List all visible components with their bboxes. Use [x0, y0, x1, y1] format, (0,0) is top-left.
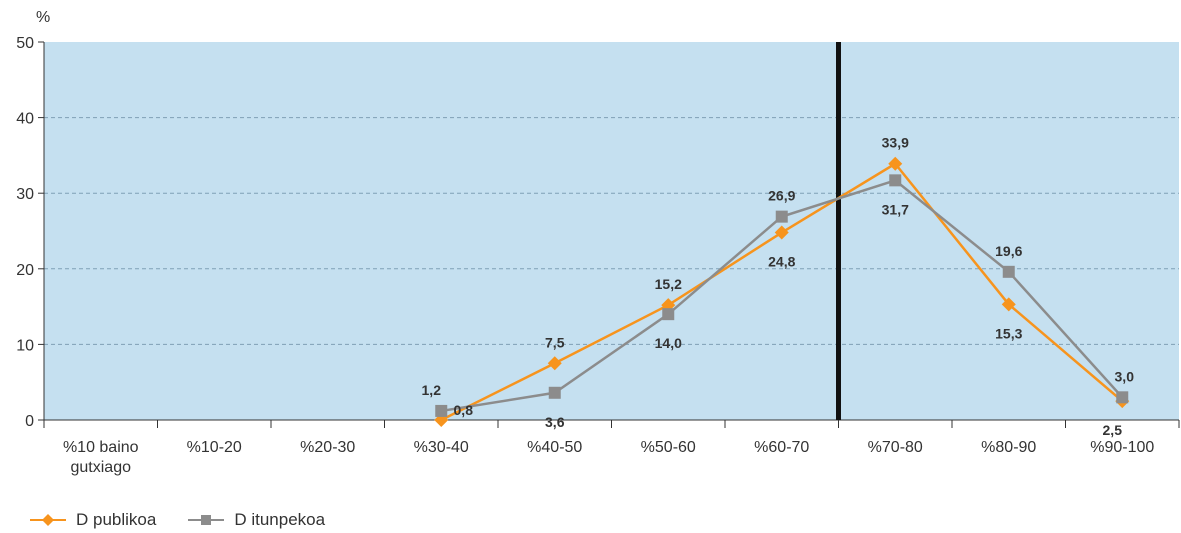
data-point: [435, 404, 448, 417]
x-tick-label: %70-80: [868, 439, 923, 456]
x-tick-label: %50-60: [641, 439, 696, 456]
x-tick-label: %10-20: [187, 439, 242, 456]
legend-label-public: D publikoa: [76, 510, 157, 529]
series-markers: [434, 156, 1130, 427]
data-label: 15,2: [655, 276, 682, 292]
x-tick-label: %10 baino gutxiago: [63, 439, 139, 476]
data-point: [775, 210, 788, 223]
data-point: [547, 356, 562, 371]
legend-label-charter: D itunpekoa: [234, 510, 326, 529]
data-label: 33,9: [882, 135, 909, 151]
y-tick-label: 0: [25, 413, 34, 430]
data-label: 31,7: [882, 201, 909, 217]
data-point: [662, 308, 675, 321]
legend: D publikoa D itunpekoa: [30, 508, 357, 532]
y-axis-unit: %: [36, 9, 50, 26]
data-label: 7,5: [545, 334, 565, 350]
gridlines: [44, 117, 1179, 345]
gray-square-line-icon: [188, 515, 225, 525]
x-tick-label: %30-40: [414, 439, 469, 456]
y-tick-label: 30: [16, 186, 34, 203]
data-point: [1002, 265, 1015, 278]
data-label: 3,0: [1115, 368, 1135, 384]
legend-item-public: D publikoa: [30, 510, 156, 530]
y-tick-label: 50: [16, 35, 34, 52]
x-tick-label: %40-50: [527, 439, 582, 456]
data-label: 14,0: [655, 335, 682, 351]
data-point: [1116, 391, 1129, 404]
data-label: 19,6: [995, 243, 1022, 259]
data-label: 0,8: [454, 402, 474, 418]
data-label: 3,6: [545, 414, 565, 430]
plot-area: [44, 42, 1179, 420]
y-tick-label: 10: [16, 337, 34, 354]
data-label: 24,8: [768, 254, 795, 270]
data-point: [548, 386, 561, 399]
data-point: [889, 174, 902, 187]
x-tick-label: %20-30: [300, 439, 355, 456]
data-label: 1,2: [422, 382, 442, 398]
legend-item-charter: D itunpekoa: [188, 510, 325, 530]
y-tick-label: 40: [16, 111, 34, 128]
y-tick-label: 20: [16, 262, 34, 279]
data-point: [774, 225, 789, 240]
x-axis-ticks: %10 baino gutxiago %10-20 %20-30 %30-40 %40-5…: [43, 420, 1180, 476]
y-axis-ticks: 0 10 20 30 40 50: [16, 35, 44, 430]
data-label: 15,3: [995, 325, 1022, 341]
x-tick-label: %80-90: [981, 439, 1036, 456]
data-point: [1001, 297, 1016, 312]
data-labels: 7,5 15,2 24,8 33,9 15,3 2,5 1,2 3,6 14,0 26,9 31,7…: [422, 135, 1135, 438]
x-tick-label: %90-100: [1090, 439, 1154, 456]
line-chart: 0 10 20 30 40 50 %10 baino gutxiago %10-20 %20-3…: [16, 9, 1180, 476]
orange-diamond-line-icon: [30, 514, 66, 526]
data-label: 26,9: [768, 188, 795, 204]
data-label: 2,5: [1103, 422, 1123, 438]
data-point: [888, 156, 903, 171]
x-tick-label: %60-70: [754, 439, 809, 456]
